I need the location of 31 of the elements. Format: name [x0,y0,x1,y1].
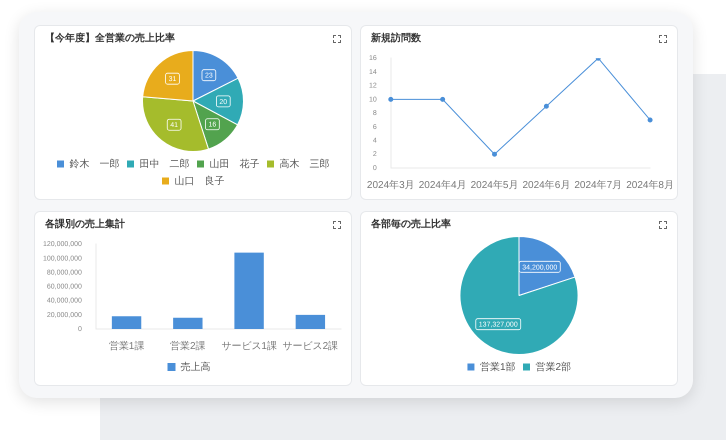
x-tick-label: 2024年7月 [574,178,622,191]
point [648,117,653,122]
x-tick-label: 2024年5月 [470,178,518,191]
x-tick-label: 2024年6月 [522,178,570,191]
chart-title: 新規訪問数 [371,33,421,45]
chart-title: 【今年度】全営業の売上比率 [45,33,175,45]
chart-title: 各部毎の売上比率 [371,219,451,231]
x-tick-label: 2024年8月 [626,178,674,191]
legend-label: 田中 二郎 [140,158,190,170]
x-tick-label: 営業2課 [170,340,206,352]
x-tick-label: 2024年4月 [418,178,467,191]
chart-title: 各課別の売上集計 [45,219,125,231]
x-tick-label: サービス2課 [282,340,338,352]
legend-label: 山口 良子 [174,174,224,187]
legend-label: 高木 三郎 [280,158,330,170]
point [440,96,446,102]
point [388,96,394,102]
bar [296,314,326,329]
point [544,104,549,109]
bar [112,316,142,329]
point [492,152,498,157]
x-tick-label: 営業1課 [108,340,144,352]
bar [173,318,203,329]
legend-label: 営業2部 [536,360,572,373]
legend-label: 鈴木 一郎 [70,158,120,170]
legend-label: 売上高 [180,360,210,373]
x-tick-label: 2024年3月 [366,178,415,191]
x-tick-label: サービス1課 [221,340,277,352]
bar [234,252,264,329]
legend-label: 営業1部 [480,360,516,373]
legend-label: 山田 花子 [210,158,260,170]
